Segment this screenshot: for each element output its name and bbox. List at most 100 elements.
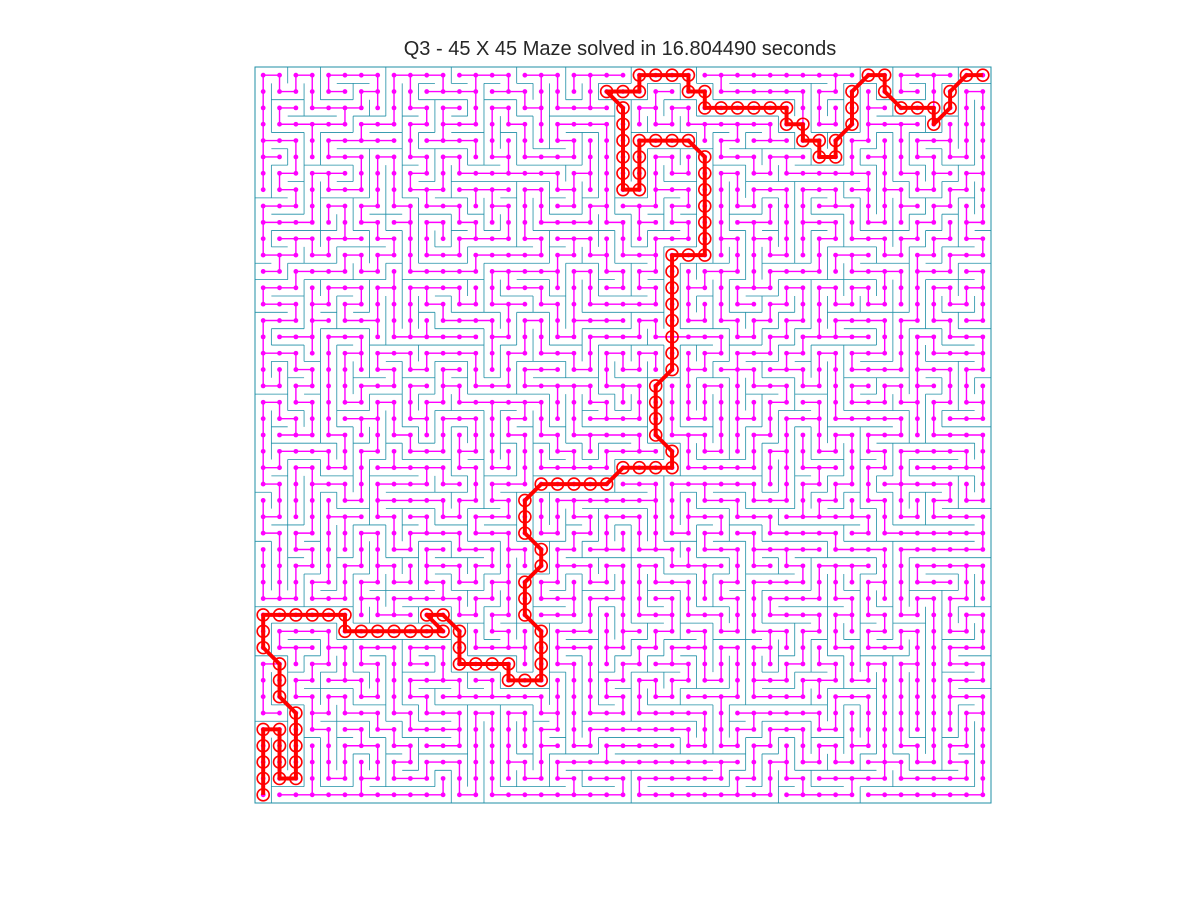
tree-node: [391, 792, 397, 798]
tree-node: [800, 727, 806, 732]
tree-node: [604, 334, 610, 340]
tree-node: [767, 530, 773, 536]
tree-node: [604, 612, 610, 618]
path-marker: [779, 117, 794, 132]
tree-node: [669, 727, 675, 732]
tree-node: [473, 105, 479, 111]
tree-node: [260, 121, 266, 127]
tree-node: [882, 121, 888, 127]
tree-node: [636, 219, 642, 225]
path-marker: [272, 755, 287, 769]
tree-node: [980, 465, 986, 471]
tree-node: [669, 628, 675, 634]
path-marker: [518, 591, 532, 606]
tree-node: [571, 138, 577, 144]
tree-node: [882, 710, 888, 716]
tree-node: [489, 547, 495, 552]
tree-node: [555, 138, 560, 144]
tree-node: [636, 694, 642, 700]
path-marker: [550, 477, 565, 491]
tree-node: [751, 399, 757, 405]
tree-node: [636, 579, 642, 585]
tree-node: [522, 432, 528, 438]
tree-node: [440, 661, 446, 667]
tree-node: [898, 367, 904, 372]
tree-node: [751, 530, 757, 536]
tree-node: [506, 399, 511, 405]
tree-node: [506, 203, 511, 209]
tree-node: [424, 399, 430, 405]
tree-node: [522, 481, 528, 487]
tree-node: [555, 203, 560, 209]
tree-node: [980, 792, 986, 798]
path-marker: [632, 166, 647, 181]
tree-node: [309, 628, 315, 634]
tree-node: [309, 252, 315, 258]
tree-node: [522, 645, 528, 651]
tree-node: [571, 219, 577, 225]
tree-node: [326, 318, 331, 323]
tree-node: [604, 301, 610, 307]
tree-node: [882, 350, 888, 356]
tree-node: [980, 170, 986, 176]
tree-node: [309, 236, 315, 242]
path-marker: [256, 608, 270, 622]
tree-node: [555, 301, 560, 307]
path-marker: [468, 657, 483, 671]
tree-node: [522, 628, 528, 634]
path-marker: [894, 101, 908, 115]
tree-node: [915, 628, 920, 634]
tree-node: [718, 710, 724, 716]
tree-node: [391, 661, 397, 667]
tree-node: [293, 383, 299, 389]
chart-title: Q3 - 45 X 45 Maze solved in 16.804490 se…: [403, 38, 837, 60]
tree-node: [391, 187, 397, 193]
tree-node: [489, 792, 495, 798]
tree-node: [375, 792, 381, 798]
tree-node: [424, 448, 430, 454]
tree-node: [833, 776, 839, 781]
tree-node: [931, 759, 937, 765]
tree-node: [473, 334, 479, 340]
tree-node: [931, 89, 937, 94]
tree-node: [947, 432, 953, 438]
tree-node: [865, 399, 871, 405]
tree-node: [277, 547, 282, 552]
tree-node: [440, 563, 446, 569]
tree-node: [816, 530, 822, 536]
tree-node: [865, 514, 871, 520]
tree-node: [718, 514, 724, 520]
path-marker: [518, 673, 532, 688]
tree-node: [391, 154, 397, 160]
path-marker: [501, 657, 516, 671]
path-marker: [272, 657, 287, 671]
tree-node: [342, 743, 348, 749]
tree-node: [800, 661, 806, 667]
tree-node: [686, 530, 691, 536]
tree-node: [751, 121, 757, 127]
path-marker: [632, 133, 647, 148]
tree-node: [473, 727, 479, 732]
tree-node: [784, 481, 789, 487]
tree-node: [457, 399, 462, 405]
path-marker: [616, 150, 630, 164]
tree-node: [375, 138, 381, 144]
path-marker: [272, 608, 287, 622]
tree-node: [538, 498, 544, 503]
tree-node: [358, 89, 364, 94]
tree-node: [326, 350, 331, 356]
tree-node: [964, 318, 969, 323]
tree-node: [457, 219, 462, 225]
tree-node: [915, 138, 920, 144]
tree-node: [784, 498, 789, 503]
tree-node: [375, 334, 381, 340]
tree-node: [555, 416, 560, 422]
tree-node: [964, 579, 969, 585]
tree-node: [816, 579, 822, 585]
tree-node: [342, 481, 348, 487]
tree-node: [816, 727, 822, 732]
tree-node: [522, 105, 528, 111]
tree-node: [571, 203, 577, 209]
tree-node: [293, 481, 299, 487]
tree-node: [555, 596, 560, 601]
